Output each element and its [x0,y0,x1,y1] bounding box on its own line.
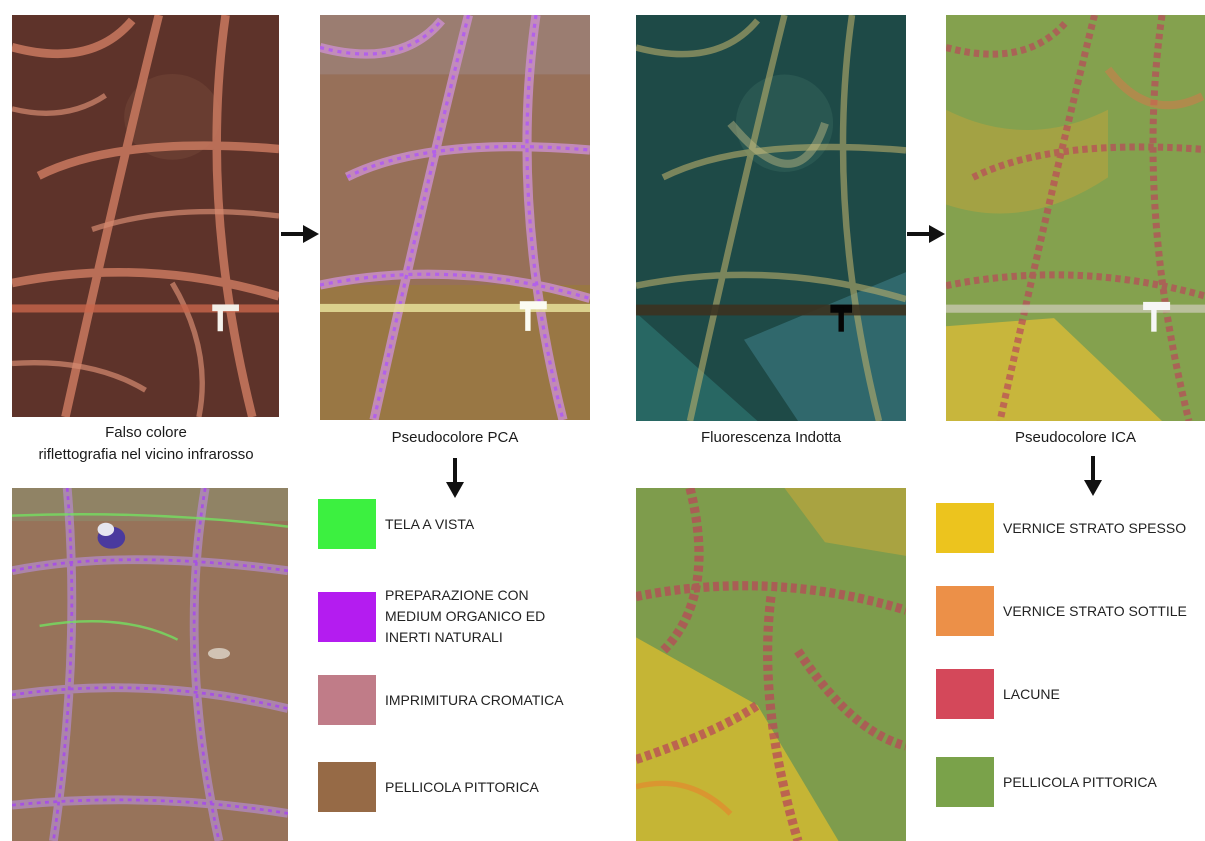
caption-pca: Pseudocolore PCA [391,429,519,446]
legend-label-line: PELLICOLA PITTORICA [385,778,539,795]
legend-label: TELA A VISTA [385,514,474,535]
ica-pseudocolor-image [946,15,1205,421]
induced-fluorescence-image [636,15,906,421]
legend-label: IMPRIMITURA CROMATICA [385,690,564,711]
arrow-right-icon [281,224,319,244]
legend-item-lacune: LACUNE [936,669,1060,719]
legend-label: PELLICOLA PITTORICA [1003,772,1157,793]
arrow-right-icon [907,224,945,244]
pca-detail-image [12,488,288,841]
legend-item-preparazione: PREPARAZIONE CON MEDIUM ORGANICO ED INER… [318,585,545,648]
legend-label: VERNICE STRATO SPESSO [1003,518,1186,539]
legend-label: PELLICOLA PITTORICA [385,777,539,798]
legend-item-tela-a-vista: TELA A VISTA [318,499,474,549]
legend-label-line: PELLICOLA PITTORICA [1003,773,1157,790]
legend-swatch [936,669,994,719]
legend-swatch [318,499,376,549]
legend-label: LACUNE [1003,684,1060,705]
legend-label: VERNICE STRATO SOTTILE [1003,601,1187,622]
caption-false-color-line-2: riflettografia nel vicino infrarosso [38,446,254,463]
arrow-down-icon [444,458,466,498]
legend-label-line: VERNICE STRATO SPESSO [1003,519,1187,536]
legend-label-line: IMPRIMITURA CROMATICA [385,691,564,708]
legend-swatch [936,757,994,807]
legend-item-imprimitura: IMPRIMITURA CROMATICA [318,675,564,725]
legend-swatch [318,762,376,812]
legend-swatch [318,675,376,725]
pca-pseudocolor-image [320,15,590,420]
legend-swatch [318,591,376,642]
legend-item-vernice-spesso: VERNICE STRATO SPESSO [936,503,1186,553]
legend-swatch [936,586,994,636]
legend-item-pellicola-pca: PELLICOLA PITTORICA [318,762,539,812]
legend-label: PREPARAZIONE CON MEDIUM ORGANICO ED INER… [385,585,545,648]
legend-swatch [936,503,994,553]
legend-label-line: MEDIUM ORGANICO ED [385,608,546,624]
caption-false-color-line-1: Falso colore [105,424,187,441]
caption-false-color: Falso colore riflettografia nel vicino i… [0,422,292,466]
legend-label-line: TELA A VISTA [385,515,475,532]
caption-ica: Pseudocolore ICA [1015,429,1136,446]
legend-item-pellicola-ica: PELLICOLA PITTORICA [936,757,1157,807]
legend-label-line: INERTI NATURALI [385,629,503,645]
caption-fluorescence: Fluorescenza Indotta [700,429,842,446]
arrow-down-icon [1082,456,1104,496]
false-color-nir-image [12,15,279,417]
legend-item-vernice-sottile: VERNICE STRATO SOTTILE [936,586,1187,636]
legend-label-line: PREPARAZIONE CON [385,587,529,603]
ica-detail-image [636,488,906,841]
legend-label-line: VERNICE STRATO SOTTILE [1003,602,1187,619]
legend-label-line: LACUNE [1003,685,1060,702]
